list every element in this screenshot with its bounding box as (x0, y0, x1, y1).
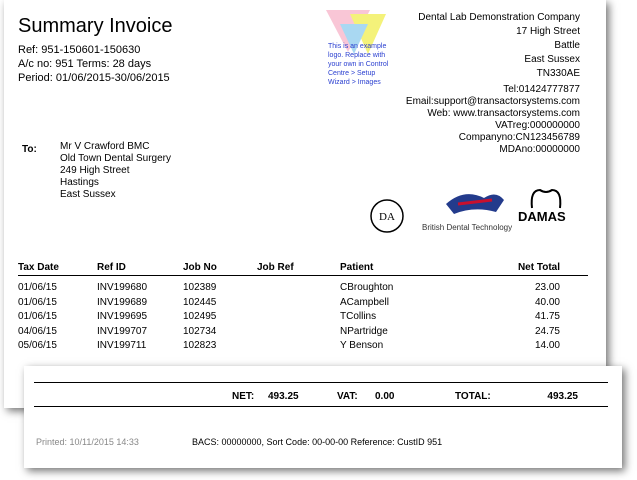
printed-date: Printed: 10/11/2015 14:33 (36, 437, 139, 447)
recipient-label: To: (22, 144, 37, 155)
table-cell: 102445 (183, 296, 217, 308)
totals-text: TOTAL: (455, 391, 491, 402)
totals-page: NET: 493.25 VAT: 0.00 TOTAL: 493.25 Printed: 1… (24, 366, 622, 468)
company-address: 17 High Street (516, 26, 580, 37)
invoice-meta: Ref: 951-150601-150630 (18, 44, 141, 56)
logo-placeholder-text: Centre > Setup (328, 70, 376, 77)
company-address: Battle (554, 40, 580, 51)
table-cell: INV199689 (97, 296, 148, 308)
totals-text: 493.25 (547, 391, 578, 402)
recipient-line: Old Town Dental Surgery (60, 153, 171, 164)
rule (34, 406, 608, 407)
column-header: Job No (183, 262, 217, 273)
invoice-page: DA Summary Invoice Ref: 951-150601-150630… (4, 0, 606, 408)
table-cell: 01/06/15 (18, 282, 57, 293)
invoice-meta: Period: 01/06/2015-30/06/2015 (18, 72, 170, 84)
recipient-line: Hastings (60, 177, 99, 188)
table-cell: INV199695 (97, 311, 148, 322)
bank-details: BACS: 00000000, Sort Code: 00-00-00 Refe… (192, 437, 443, 447)
table-cell: TCollins (340, 311, 377, 322)
logo-placeholder-text: This is an example (328, 43, 387, 50)
table-cell: Y Benson (340, 340, 384, 351)
column-header: Net Total (517, 262, 560, 273)
logo-shape (340, 24, 368, 54)
table-cell: INV199707 (97, 325, 148, 337)
table-cell: 14.00 (534, 340, 560, 351)
table-cell: 04/06/15 (18, 325, 57, 337)
table-cell: 05/06/15 (18, 340, 57, 351)
table-cell: CBroughton (340, 282, 394, 293)
table-cell: 24.75 (534, 325, 560, 337)
badge-emblem (446, 194, 504, 214)
company-contact: Tel:01424777877 (503, 84, 580, 95)
badge-emblem (530, 188, 562, 209)
invoice-title: Summary Invoice (18, 15, 173, 37)
totals-text: 493.25 (268, 391, 299, 402)
table-cell: 41.75 (534, 311, 560, 322)
badge-label: DAMAS (518, 209, 566, 224)
table-cell: NPartridge (340, 325, 388, 337)
logo-placeholder-text: Wizard > Images (328, 79, 381, 86)
table-cell: 01/06/15 (18, 311, 57, 322)
rule (34, 382, 608, 383)
invoice-meta: A/c no: 951 Terms: 28 days (18, 58, 152, 70)
svg-text:DA: DA (379, 211, 395, 223)
company-address: Dental Lab Demonstration Company (418, 12, 580, 23)
column-header: Ref ID (97, 262, 126, 273)
table-cell: 01/06/15 (18, 296, 57, 308)
company-contact: Companyno:CN123456789 (458, 132, 580, 143)
column-header: Job Ref (257, 262, 294, 273)
logo-placeholder-text: logo. Replace with (328, 52, 386, 59)
totals-text: VAT: (337, 391, 358, 402)
company-address: TN330AE (536, 68, 580, 79)
totals-text: NET: (232, 391, 255, 402)
company-address: East Sussex (524, 54, 580, 65)
table-cell: 102734 (183, 325, 217, 337)
table-cell: INV199711 (97, 340, 147, 351)
table-cell: 102823 (183, 340, 217, 351)
table-cell: 40.00 (534, 296, 560, 308)
recipient-line: 249 High Street (60, 165, 130, 176)
company-contact: Web: www.transactorsystems.com (427, 108, 580, 119)
totals-text: 0.00 (375, 391, 395, 402)
badge-emblem: DA (370, 199, 404, 233)
column-header: Tax Date (18, 262, 59, 273)
recipient-line: Mr V Crawford BMC (60, 141, 150, 152)
company-contact: VATreg:000000000 (495, 120, 580, 131)
rule (18, 275, 588, 276)
company-contact: Email:support@transactorsystems.com (405, 96, 580, 107)
table-cell: 23.00 (534, 282, 560, 293)
table-cell: 102389 (183, 282, 217, 293)
column-header: Patient (340, 262, 374, 273)
recipient-line: East Sussex (60, 189, 116, 200)
table-cell: ACampbell (340, 296, 389, 308)
company-contact: MDAno:00000000 (499, 144, 580, 155)
badge-label: British Dental Technology (422, 223, 513, 232)
table-cell: 102495 (183, 311, 217, 322)
table-cell: INV199680 (97, 282, 148, 293)
logo-placeholder-text: your own in Control (328, 61, 389, 68)
